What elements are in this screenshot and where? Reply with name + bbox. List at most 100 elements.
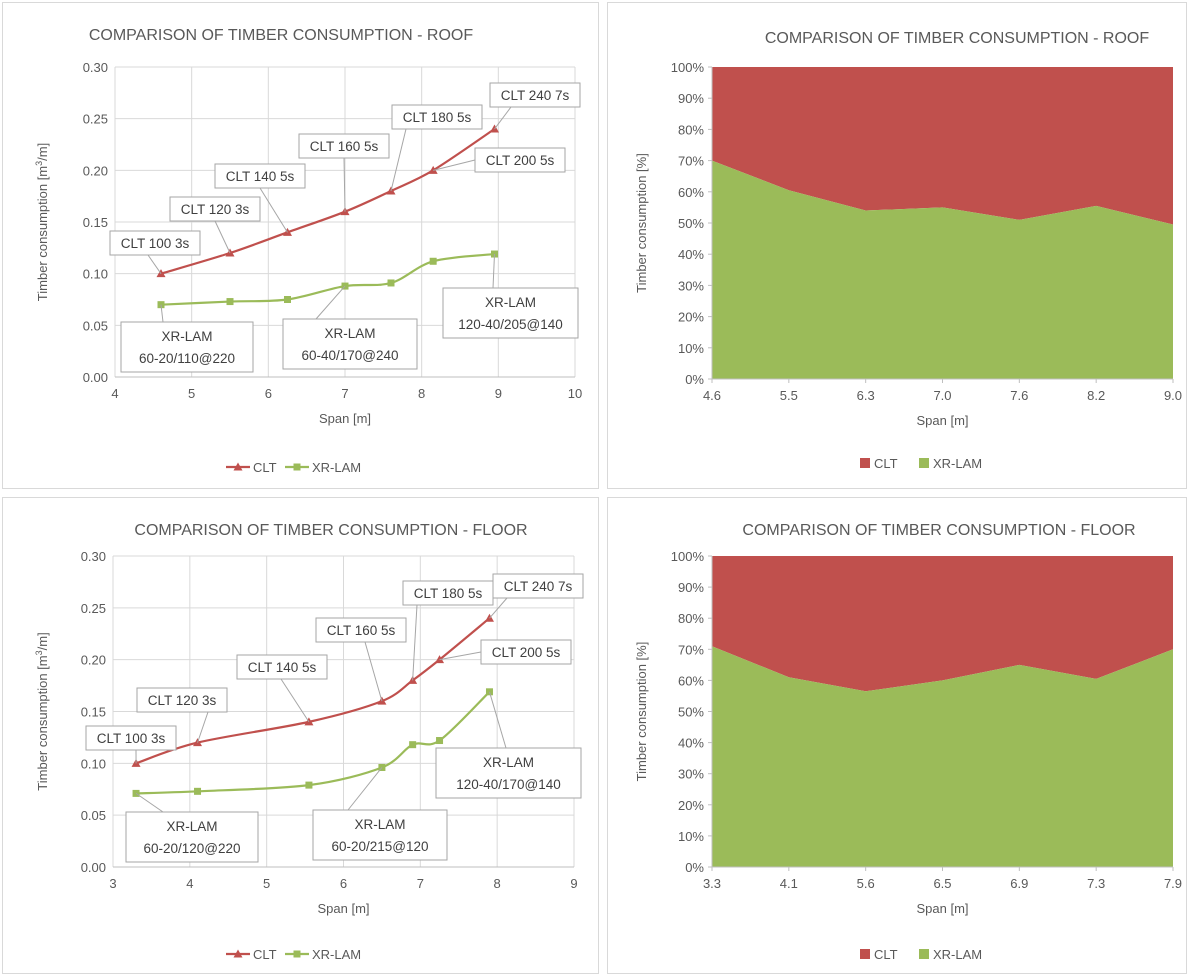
callout-box <box>282 318 418 370</box>
area-series-clt <box>712 67 1173 225</box>
callout-label: CLT 160 5s <box>327 623 396 638</box>
y-tick-label: 0.30 <box>81 549 106 564</box>
callout-box <box>125 811 259 863</box>
callout-label: XR-LAM <box>166 819 217 834</box>
callout-label: 60-20/120@220 <box>143 841 240 856</box>
callout-leader <box>433 159 476 171</box>
data-point-xr-lam <box>436 737 444 745</box>
callout-label: CLT 180 5s <box>414 586 483 601</box>
callout-leader <box>280 678 310 723</box>
callout-box <box>402 580 494 606</box>
callout-box <box>214 163 306 189</box>
y-tick-label: 0.25 <box>83 112 108 127</box>
y-tick-label: 0.15 <box>81 705 106 720</box>
x-tick-label: 4 <box>111 386 118 401</box>
y-tick-label: 60% <box>678 673 704 688</box>
legend-swatch-xr-lam <box>919 949 929 959</box>
data-callout: CLT 200 5s <box>439 639 572 665</box>
callout-leader <box>315 285 346 320</box>
callout-box <box>435 747 582 799</box>
area-series-clt <box>712 556 1173 692</box>
callout-leader <box>214 220 231 254</box>
y-tick-label: 90% <box>678 91 704 106</box>
data-callout: CLT 160 5s <box>315 617 407 702</box>
callout-label: XR-LAM <box>483 755 534 770</box>
y-tick-label: 20% <box>678 798 704 813</box>
data-point-xr-lam <box>491 250 498 258</box>
callout-label: XR-LAM <box>161 329 212 344</box>
data-callout: CLT 100 3s <box>109 230 201 274</box>
y-axis-label: Timber consumption [m3/m] <box>34 632 50 790</box>
data-callout: XR-LAM 60-20/215@120 <box>312 767 448 861</box>
data-point-xr-lam <box>284 296 291 303</box>
callout-leader <box>390 128 407 192</box>
data-callout: XR-LAM 60-20/110@220 <box>120 304 254 373</box>
callout-leader <box>160 304 164 323</box>
y-tick-label: 0.10 <box>83 267 108 282</box>
legend-label-clt: CLT <box>253 947 277 962</box>
legend-label-xr-lam: XR-LAM <box>312 460 361 475</box>
x-tick-label: 7.9 <box>1164 876 1182 891</box>
x-axis-label: Span [m] <box>319 411 371 426</box>
y-tick-label: 50% <box>678 216 704 231</box>
callout-leader <box>494 106 512 130</box>
data-callout: CLT 140 5s <box>214 163 306 233</box>
x-tick-label: 4.6 <box>703 388 721 403</box>
data-point-xr-lam <box>429 257 437 265</box>
data-callout: CLT 180 5s <box>402 580 494 681</box>
x-tick-label: 3 <box>109 876 116 891</box>
callout-leader <box>489 597 508 619</box>
legend-swatch-clt <box>860 949 870 959</box>
y-tick-label: 90% <box>678 580 704 595</box>
y-tick-label: 60% <box>678 185 704 200</box>
callout-leader <box>343 157 346 212</box>
callout-box <box>236 654 328 680</box>
data-point-xr-lam <box>409 741 417 749</box>
callout-label: 120-40/205@140 <box>458 317 563 332</box>
callout-label: CLT 140 5s <box>226 169 295 184</box>
chart-title: COMPARISON OF TIMBER CONSUMPTION - ROOF <box>89 27 474 44</box>
data-callout: CLT 140 5s <box>236 654 328 723</box>
x-tick-label: 9.0 <box>1164 388 1182 403</box>
floor-area-chart-panel: COMPARISON OF TIMBER CONSUMPTION - FLOOR… <box>607 497 1187 974</box>
x-tick-label: 4 <box>186 876 193 891</box>
callout-label: CLT 100 3s <box>121 236 190 251</box>
y-tick-label: 80% <box>678 611 704 626</box>
x-tick-label: 6 <box>265 386 272 401</box>
x-tick-label: 8.2 <box>1087 388 1105 403</box>
floor-line-chart-panel: COMPARISON OF TIMBER CONSUMPTION - FLOOR… <box>2 497 599 974</box>
callout-label: CLT 120 3s <box>148 693 217 708</box>
y-tick-label: 0.00 <box>83 370 108 385</box>
data-callout: CLT 180 5s <box>390 104 483 192</box>
y-tick-label: 0% <box>685 860 704 875</box>
callout-leader <box>135 792 164 813</box>
floor-line-chart: COMPARISON OF TIMBER CONSUMPTION - FLOOR… <box>34 522 584 962</box>
callout-label: CLT 240 7s <box>501 88 570 103</box>
chart-title: COMPARISON OF TIMBER CONSUMPTION - FLOOR <box>742 522 1135 539</box>
callout-box <box>492 573 584 599</box>
callout-label: 60-40/170@240 <box>301 348 398 363</box>
y-tick-label: 20% <box>678 310 704 325</box>
x-tick-label: 4.1 <box>780 876 798 891</box>
x-tick-label: 7.3 <box>1087 876 1105 891</box>
chart-title: COMPARISON OF TIMBER CONSUMPTION - FLOOR <box>134 522 527 539</box>
floor-area-chart: COMPARISON OF TIMBER CONSUMPTION - FLOOR… <box>634 522 1182 962</box>
y-axis-label: Timber consumption [m3/m] <box>34 143 50 301</box>
data-callout: XR-LAM 120-40/170@140 <box>435 691 582 799</box>
callout-box <box>298 133 390 159</box>
callout-box <box>474 147 566 173</box>
legend-label-xr-lam: XR-LAM <box>933 456 982 471</box>
callout-leader <box>489 691 507 749</box>
area-series-xr-lam <box>712 646 1173 867</box>
callout-box <box>315 617 407 643</box>
callout-label: CLT 160 5s <box>310 139 379 154</box>
data-callout: XR-LAM 60-20/120@220 <box>125 792 259 863</box>
data-point-xr-lam <box>387 279 395 287</box>
data-callout: CLT 160 5s <box>298 133 390 212</box>
y-tick-label: 0.15 <box>83 215 108 230</box>
callout-label: XR-LAM <box>354 817 405 832</box>
y-tick-label: 0.20 <box>83 163 108 178</box>
y-tick-label: 80% <box>678 122 704 137</box>
callout-leader <box>492 254 495 289</box>
y-axis-label: Timber consumption [%] <box>634 153 649 293</box>
